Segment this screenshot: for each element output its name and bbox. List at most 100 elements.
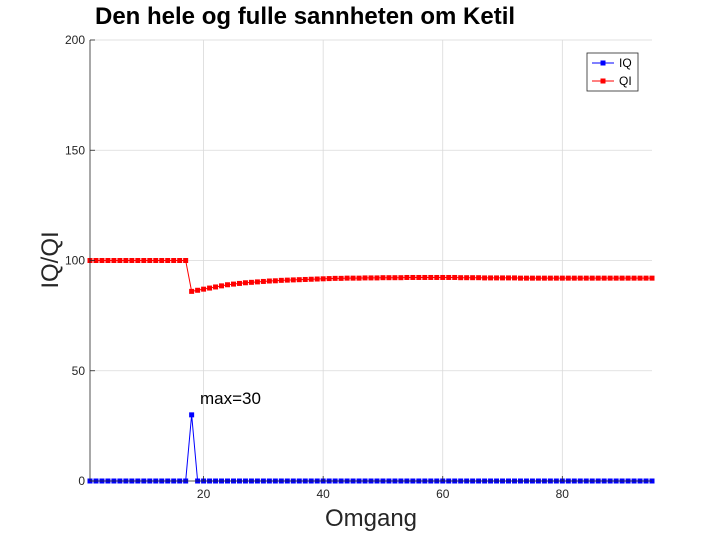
data-point — [219, 283, 225, 289]
data-point — [488, 275, 494, 281]
data-point — [248, 279, 254, 285]
data-point — [159, 258, 165, 263]
data-point — [111, 258, 117, 263]
data-point — [296, 277, 302, 283]
legend-marker-qi — [600, 78, 606, 84]
data-point — [123, 258, 129, 263]
data-point — [93, 258, 99, 263]
data-point — [201, 286, 207, 292]
data-point — [631, 275, 637, 281]
data-point — [99, 258, 105, 263]
data-point — [506, 275, 512, 281]
data-point — [141, 258, 147, 263]
y-tick-label: 100 — [65, 254, 85, 268]
legend-label-iq: IQ — [619, 56, 632, 70]
data-point — [547, 275, 553, 281]
data-point — [535, 275, 541, 281]
data-point — [607, 275, 613, 281]
data-point — [213, 284, 219, 290]
series-qi — [87, 258, 655, 294]
data-point — [482, 275, 488, 281]
data-point — [165, 258, 171, 263]
data-point — [625, 275, 631, 281]
x-axis-label: Omgang — [325, 505, 417, 532]
legend-label-qi: QI — [619, 74, 632, 88]
x-tick-label: 60 — [436, 487, 450, 501]
x-tick-label: 20 — [197, 487, 211, 501]
data-point — [553, 275, 559, 281]
data-point — [523, 275, 529, 281]
data-point — [260, 278, 266, 284]
data-point — [428, 274, 434, 280]
data-point — [350, 275, 356, 281]
data-point — [236, 280, 242, 286]
data-point — [230, 281, 236, 287]
data-point — [302, 276, 308, 282]
data-point — [195, 287, 201, 293]
data-point — [500, 275, 506, 281]
data-point — [332, 275, 338, 281]
data-point — [446, 274, 452, 280]
y-axis-label: IQ/QI — [37, 231, 64, 288]
y-tick-label: 50 — [72, 364, 86, 378]
data-point — [649, 275, 655, 281]
data-point — [464, 275, 470, 281]
grid — [90, 39, 652, 482]
data-point — [254, 279, 260, 285]
peak-annotation: max=30 — [200, 389, 261, 408]
data-point — [189, 288, 195, 294]
axes: 20 40 60 80 0 50 100 150 200 — [65, 33, 652, 501]
chart-title: Den hele og fulle sannheten om Ketil — [95, 3, 515, 30]
data-point — [272, 278, 278, 284]
data-point — [458, 275, 464, 281]
data-point — [338, 275, 344, 281]
data-point — [559, 275, 565, 281]
data-point — [440, 274, 446, 280]
data-point — [177, 258, 183, 263]
data-point — [434, 274, 440, 280]
y-tick-label: 150 — [65, 143, 85, 157]
data-point — [117, 258, 123, 263]
data-point — [362, 275, 368, 281]
data-point — [242, 280, 248, 286]
data-point — [619, 275, 625, 281]
data-point — [171, 258, 177, 263]
data-point — [266, 278, 272, 284]
data-point — [613, 275, 619, 281]
data-point — [404, 274, 410, 280]
data-point — [422, 274, 428, 280]
data-point — [529, 275, 535, 281]
data-point — [565, 275, 571, 281]
data-point — [326, 276, 332, 282]
data-point — [356, 275, 362, 281]
data-point — [583, 275, 589, 281]
data-point — [595, 275, 601, 281]
data-point — [517, 275, 523, 281]
data-point — [380, 275, 386, 281]
data-point — [374, 275, 380, 281]
data-point — [577, 275, 583, 281]
data-point — [571, 275, 577, 281]
legend-box — [586, 52, 639, 92]
data-point — [320, 276, 326, 282]
y-tick-label: 200 — [65, 33, 85, 47]
x-tick-label: 80 — [556, 487, 570, 501]
data-point — [147, 258, 153, 263]
data-point — [392, 275, 398, 281]
data-point — [386, 275, 392, 281]
data-point — [494, 275, 500, 281]
data-point — [643, 275, 649, 281]
data-point — [105, 258, 111, 263]
data-point — [476, 275, 482, 281]
data-point — [153, 258, 159, 263]
data-point — [637, 275, 643, 281]
data-point — [290, 277, 296, 283]
x-tick-label: 40 — [316, 487, 330, 501]
data-point — [398, 275, 404, 281]
data-point — [314, 276, 320, 282]
data-point — [511, 275, 517, 281]
data-point — [416, 274, 422, 280]
data-point — [183, 258, 189, 263]
data-point — [601, 275, 607, 281]
